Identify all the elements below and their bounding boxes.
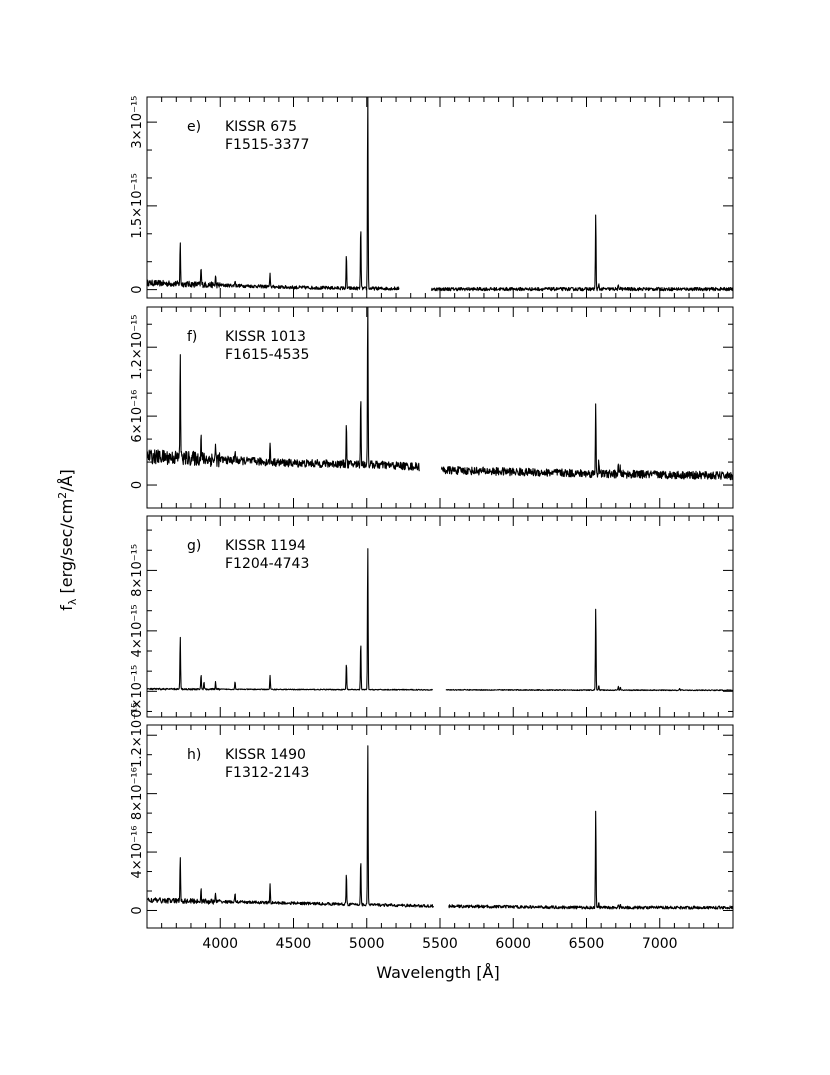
spectrum-segment-1 bbox=[146, 548, 433, 691]
panel-letter: g) bbox=[187, 538, 201, 554]
y-tick-label: 0×10⁻¹⁵ bbox=[130, 665, 145, 718]
panel-2: 0 6×10⁻¹⁶ 1.2×10⁻¹⁵ f) KISSR 1013 F1615-4535 bbox=[130, 306, 734, 509]
y-axis-label-sup: 2 bbox=[56, 492, 69, 499]
panel-4: 0 4×10⁻¹⁶ 8×10⁻¹⁶1.2×10⁻¹⁵ h) KISSR 1490 F131… bbox=[130, 703, 734, 929]
field-name: F1204-4743 bbox=[225, 556, 309, 572]
y-tick-label: 8×10⁻¹⁵ bbox=[130, 544, 145, 597]
spectrum-segment-2 bbox=[440, 403, 734, 481]
spectrum-segment-2 bbox=[448, 810, 734, 910]
field-name: F1312-2143 bbox=[225, 765, 309, 781]
spectrum-segment-1 bbox=[146, 745, 434, 908]
y-tick-label: 0 bbox=[130, 285, 145, 293]
y-axis-label-end: /Å] bbox=[57, 469, 76, 492]
y-tick-label: 6×10⁻¹⁶ bbox=[130, 390, 145, 443]
spectrum-segment-2 bbox=[430, 214, 734, 292]
spectrum-segment-1 bbox=[146, 96, 400, 291]
y-tick-label: 4×10⁻¹⁶ bbox=[130, 826, 145, 879]
y-tick-label: 3×10⁻¹⁵ bbox=[130, 96, 145, 149]
x-tick-label: 7000 bbox=[642, 936, 678, 952]
y-axis-label-sub: λ bbox=[66, 598, 79, 605]
y-axis-label-f: f bbox=[57, 605, 76, 611]
y-tick-label: 1.2×10⁻¹⁵ bbox=[130, 314, 145, 379]
y-tick-label: 1.5×10⁻¹⁵ bbox=[130, 173, 145, 238]
x-tick-label: 6500 bbox=[569, 936, 605, 952]
y-tick-label: 4×10⁻¹⁵ bbox=[130, 604, 145, 657]
y-axis-label-units: [erg/sec/cm bbox=[57, 499, 76, 599]
y-tick-label: 8×10⁻¹⁶ bbox=[130, 767, 145, 820]
panel-3: 0×10⁻¹⁵ 4×10⁻¹⁵ 8×10⁻¹⁵ g) KISSR 1194 F1204-4… bbox=[130, 515, 734, 718]
x-axis: 4000 4500 5000 5500 6000 6500 7000 bbox=[202, 936, 677, 952]
x-tick-label: 6000 bbox=[495, 936, 531, 952]
x-axis-label: Wavelength [Å] bbox=[376, 963, 499, 982]
y-axis-label: fλ [erg/sec/cm2/Å] bbox=[56, 469, 79, 611]
x-tick-label: 5500 bbox=[422, 936, 458, 952]
field-name: F1515-3377 bbox=[225, 137, 309, 153]
field-name: F1615-4535 bbox=[225, 347, 309, 363]
panel-letter: f) bbox=[187, 329, 197, 345]
panels-group: 0 1.5×10⁻¹⁵ 3×10⁻¹⁵ e) KISSR 675 F1515-3377 0 6… bbox=[130, 96, 734, 929]
spectrum-segment-1 bbox=[146, 306, 420, 472]
x-tick-label: 4500 bbox=[276, 936, 312, 952]
object-name: KISSR 1194 bbox=[225, 538, 306, 554]
panel-1: 0 1.5×10⁻¹⁵ 3×10⁻¹⁵ e) KISSR 675 F1515-3377 bbox=[130, 96, 734, 299]
object-name: KISSR 675 bbox=[225, 119, 297, 135]
x-tick-label: 5000 bbox=[349, 936, 385, 952]
spectrum-segment-2 bbox=[445, 608, 734, 692]
panel-letter: h) bbox=[187, 747, 201, 763]
x-tick-label: 4000 bbox=[202, 936, 238, 952]
panel-letter: e) bbox=[187, 119, 201, 135]
y-tick-label: 1.2×10⁻¹⁵ bbox=[130, 703, 145, 768]
y-tick-label: 0 bbox=[130, 906, 145, 914]
object-name: KISSR 1013 bbox=[225, 329, 306, 345]
y-tick-label: 0 bbox=[130, 481, 145, 489]
object-name: KISSR 1490 bbox=[225, 747, 306, 763]
